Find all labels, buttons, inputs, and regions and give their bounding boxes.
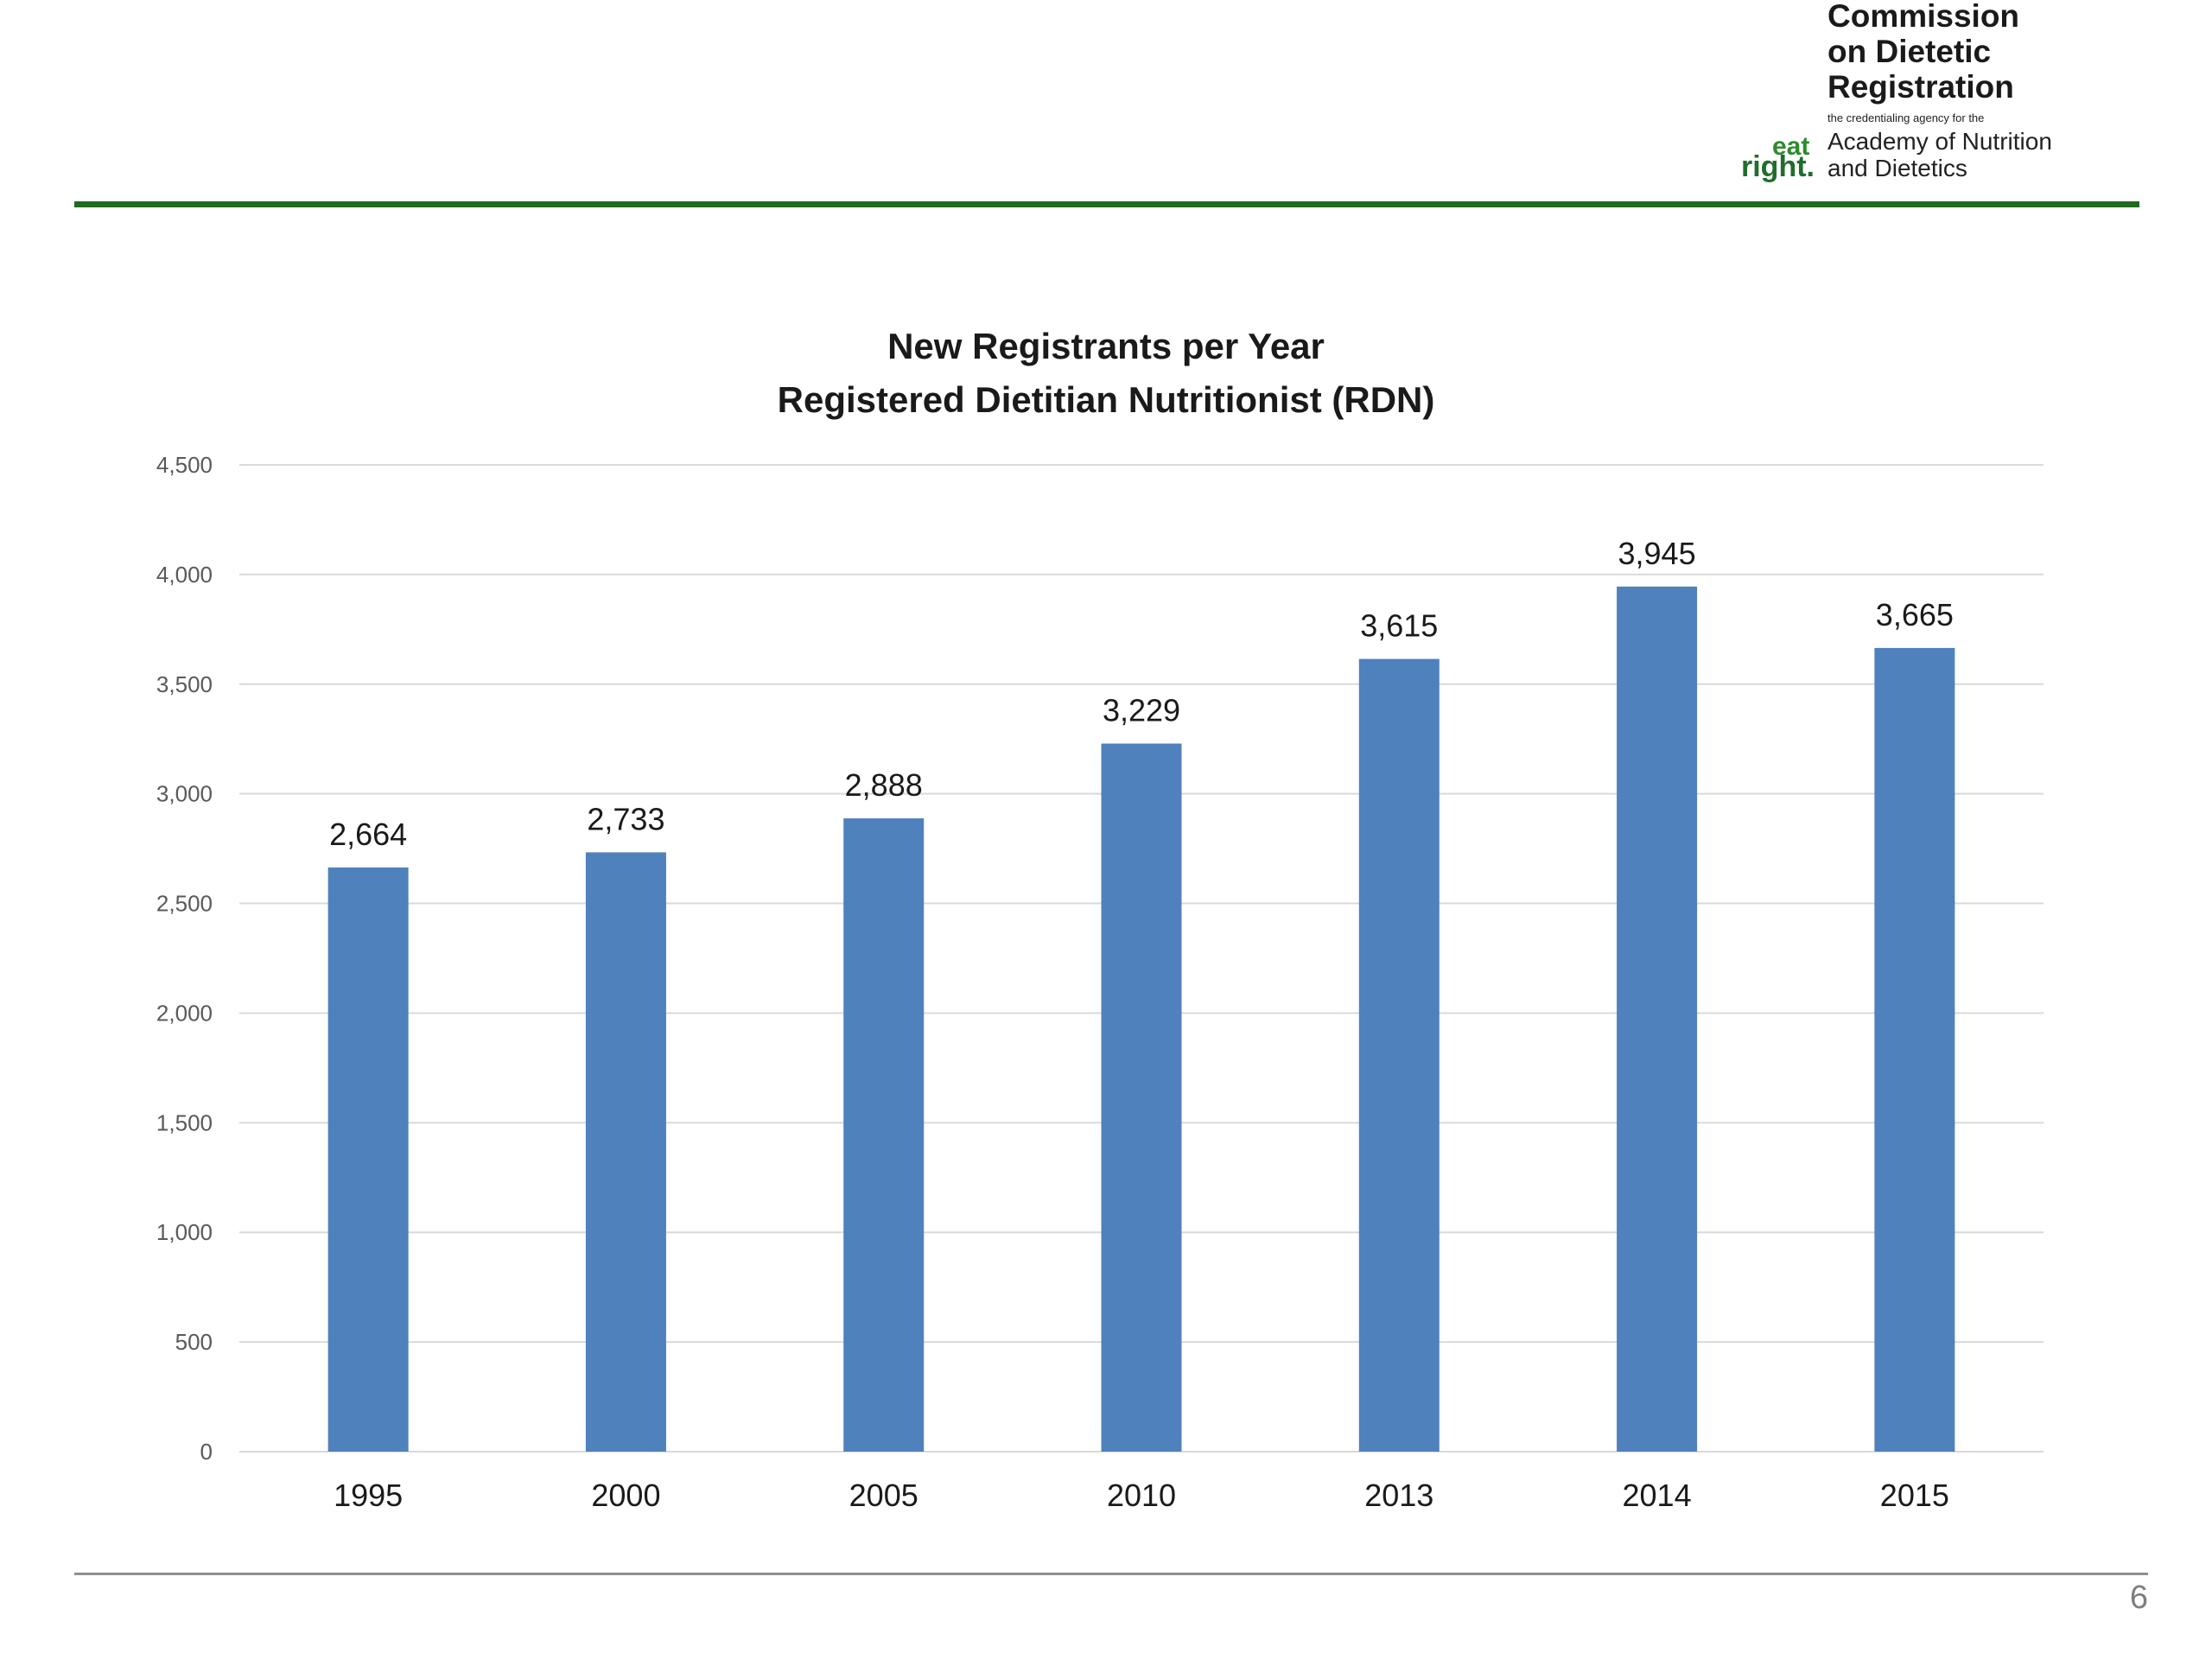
x-tick-label: 2010 [1107,1478,1176,1513]
data-label: 3,229 [1103,693,1180,728]
x-tick-label: 2015 [1880,1478,1949,1513]
page-number: 6 [2129,1580,2148,1616]
bar [1617,586,1698,1452]
y-tick-label: 500 [175,1329,213,1355]
chart-subtitle: Registered Dietitian Nutritionist (RDN) [777,379,1435,420]
logo-line-dietetic: on Dietetic [1827,34,1992,69]
footer-rule [74,1573,2148,1575]
y-tick-label: 3,500 [156,671,213,697]
logo-academy-line2: and Dietetics [1827,155,1967,181]
y-tick-label: 2,000 [156,1000,213,1026]
x-axis-labels: 1995 2000 2005 2010 2013 2014 2015 [334,1478,1949,1513]
bar [327,867,409,1452]
x-tick-label: 2013 [1364,1478,1433,1513]
logo-eat: eat [1772,132,1810,161]
bar [585,852,666,1452]
y-axis-ticks: 0 500 1,000 1,500 2,000 2,500 3,000 3,500 4,000 4… [156,452,213,1465]
y-tick-label: 4,500 [156,452,213,478]
chart-title: New Registrants per Year [887,326,1325,366]
data-label: 3,945 [1618,536,1696,571]
data-label: 2,888 [845,767,923,803]
data-label: 3,615 [1360,608,1438,644]
logo-right: right. [1741,150,1815,183]
y-tick-label: 1,500 [156,1109,213,1135]
data-label: 3,665 [1876,597,1954,632]
x-tick-label: 2014 [1623,1478,1692,1513]
y-tick-label: 3,000 [156,781,213,807]
logo-tagline: the credentialing agency for the [1827,111,1985,124]
y-tick-label: 4,000 [156,562,213,588]
bar [1358,658,1440,1452]
bar [1101,743,1182,1452]
header-rule [74,201,2139,207]
x-tick-label: 1995 [334,1478,403,1513]
logo-line-commission: Commission [1827,0,2020,34]
data-labels: 2,664 2,733 2,888 3,229 3,615 3,945 3,665 [329,536,1954,852]
bar [843,818,925,1452]
x-tick-label: 2005 [849,1478,918,1513]
logo-academy-line1: Academy of Nutrition [1827,128,2052,155]
data-label: 2,733 [587,801,664,836]
data-label: 2,664 [329,817,407,852]
logo-line-registration: Registration [1827,69,2014,105]
bars [327,586,1955,1452]
y-tick-label: 1,000 [156,1219,213,1245]
x-tick-label: 2000 [591,1478,660,1513]
bar [1874,647,1955,1452]
y-tick-label: 0 [200,1439,213,1465]
cdr-logo: Commission on Dietetic Registration the … [1741,0,2104,186]
y-tick-label: 2,500 [156,891,213,917]
